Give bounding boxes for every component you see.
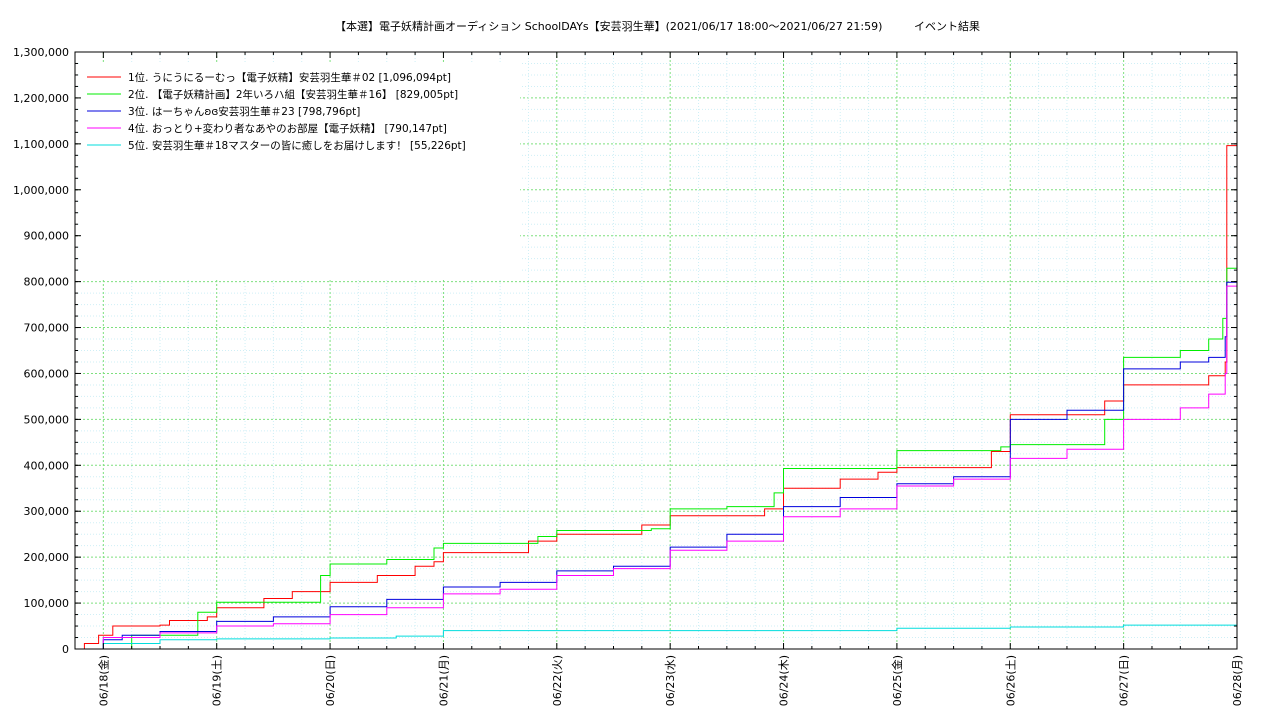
x-tick-label: 06/19(土) (211, 655, 224, 706)
x-tick-label: 06/28(月) (1231, 655, 1244, 706)
y-tick-label: 0 (62, 643, 69, 656)
legend-label-3: 3位. はーちゃんʚɞ安芸羽生華＃23 [798,796pt] (128, 105, 360, 118)
x-tick-label: 06/18(金) (96, 655, 110, 706)
x-tick-label: 06/27(日) (1118, 655, 1131, 706)
x-tick-label: 06/24(木) (778, 655, 791, 706)
axes: 0 100,000 200,000 300,000 400,000 500,000 600,… (13, 46, 1244, 706)
legend-label-5: 5位. 安芸羽生華＃18マスターの皆に癒しをお届けします！ [55,226pt] (128, 139, 466, 152)
x-tick-label: 06/21(月) (437, 655, 450, 706)
legend-background (80, 62, 520, 280)
y-tick-label: 800,000 (24, 276, 70, 289)
y-tick-label: 700,000 (24, 322, 70, 335)
y-tick-label: 400,000 (24, 459, 70, 472)
series-line-1 (75, 145, 1237, 650)
y-tick-label: 1,300,000 (13, 46, 69, 59)
chart-title: 【本選】電子妖精計画オーディション SchoolDAYs【安芸羽生華】(2021… (335, 19, 882, 33)
y-tick-label: 300,000 (24, 505, 70, 518)
y-tick-label: 1,000,000 (13, 184, 69, 197)
series-line-3 (75, 281, 1237, 650)
series-line-4 (75, 285, 1237, 650)
series-lines (75, 145, 1238, 650)
y-tick-label: 600,000 (24, 367, 70, 380)
y-tick-label: 1,100,000 (13, 138, 69, 151)
y-tick-label: 500,000 (24, 413, 70, 426)
x-tick-label: 06/20(日) (324, 655, 337, 706)
x-tick-label: 06/22(火) (551, 655, 564, 706)
legend-label-1: 1位. うにうにるーむっ【電子妖精】安芸羽生華＃02 [1,096,094pt] (128, 71, 451, 84)
chart-subtitle: イベント結果 (914, 19, 980, 33)
series-line-5 (75, 623, 1238, 650)
x-tick-label: 06/23(水) (664, 655, 677, 706)
legend-label-4: 4位. おっとり+変わり者なあやのお部屋【電子妖精】 [790,147pt] (128, 122, 447, 135)
y-tick-label: 1,200,000 (13, 92, 69, 105)
x-tick-label: 06/26(土) (1004, 655, 1017, 706)
series-line-2 (75, 267, 1237, 650)
y-tick-label: 100,000 (24, 597, 70, 610)
x-tick-label: 06/25(金) (890, 655, 904, 706)
y-tick-label: 900,000 (24, 230, 70, 243)
legend-label-2: 2位. 【電子妖精計画】2年いろハ組【安芸羽生華＃16】 [829,005pt] (128, 88, 458, 101)
y-tick-label: 200,000 (24, 551, 70, 564)
legend: 1位. うにうにるーむっ【電子妖精】安芸羽生華＃02 [1,096,094pt]… (87, 71, 466, 152)
